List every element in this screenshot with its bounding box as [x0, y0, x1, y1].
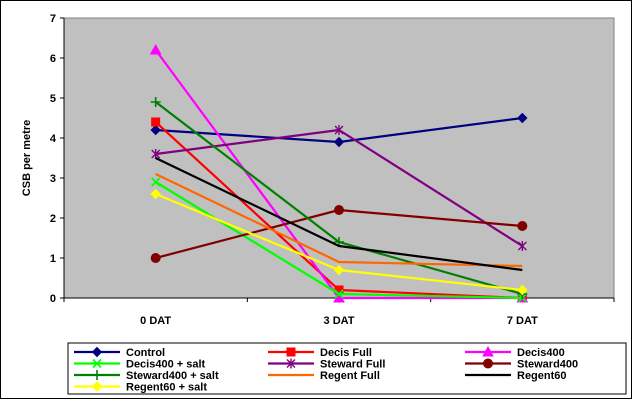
x-tick-label: 7 DAT	[507, 315, 538, 327]
series-regent60-salt	[150, 188, 528, 296]
legend-swatch-marker	[91, 381, 103, 392]
y-tick-label: 6	[50, 53, 56, 65]
legend-swatch-marker	[92, 370, 102, 380]
data-point-control	[517, 112, 528, 124]
y-tick-label: 7	[50, 13, 56, 25]
x-tick-label: 3 DAT	[324, 315, 355, 327]
legend-swatch-marker	[482, 345, 494, 357]
legend-label: Regent60	[517, 370, 567, 382]
legend-label: Steward Full	[320, 359, 385, 371]
y-tick-label: 5	[50, 93, 56, 105]
legend-item-steward-full: Steward Full	[268, 358, 385, 371]
legend-swatch-marker	[286, 358, 296, 369]
legend-item-decis400: Decis400	[465, 345, 565, 359]
data-point-steward-full	[517, 241, 527, 251]
x-tick-label: 0 DAT	[140, 315, 171, 327]
plot-area	[63, 17, 615, 299]
series-regent60	[155, 157, 523, 272]
data-point-steward-full	[334, 125, 344, 135]
y-tick-label: 1	[50, 253, 56, 265]
data-point-steward400	[334, 205, 344, 215]
legend-label: Decis Full	[320, 347, 372, 359]
y-tick-label: 3	[50, 173, 56, 185]
legend: Control Decis Full Decis400 Decis400 + salt…	[67, 342, 627, 395]
legend-item-decis400-salt: Decis400 + salt	[74, 359, 206, 371]
legend-label: Steward400 + salt	[126, 370, 219, 382]
legend-label: Decis400	[517, 347, 565, 359]
series-line-regent60	[155, 157, 523, 272]
legend-label: Control	[126, 347, 165, 359]
data-point-regent60-salt	[333, 264, 345, 276]
y-tick-label: 2	[50, 213, 56, 225]
data-point-regent60-salt	[517, 284, 528, 296]
legend-label: Decis400 + salt	[126, 359, 206, 371]
data-point-regent60-salt	[150, 188, 161, 200]
series-steward-full	[151, 125, 527, 251]
y-tick-label: 0	[50, 293, 56, 305]
data-point-steward400	[150, 253, 161, 263]
legend-item-regent60-salt: Regent60 + salt	[74, 381, 207, 394]
legend-label: Regent60 + salt	[126, 382, 207, 394]
data-point-decis400	[149, 43, 162, 55]
legend-box	[67, 342, 627, 395]
series-regent-full	[155, 173, 523, 268]
legend-swatch-marker	[92, 358, 102, 369]
data-point-steward-full	[151, 149, 161, 159]
series-group	[149, 43, 529, 303]
legend-item-steward400: Steward400	[465, 358, 578, 371]
y-axis: 0 1 2 3 4 5 6 7	[50, 13, 65, 305]
data-point-steward400-salt	[150, 97, 161, 107]
series-steward400	[150, 205, 528, 263]
data-point-decis400-salt	[334, 289, 344, 299]
data-point-decis-full	[151, 117, 161, 127]
legend-swatch-marker	[286, 347, 296, 357]
y-axis-title: CSB per metre	[21, 120, 33, 196]
y-tick-label: 4	[50, 133, 57, 145]
legend-swatch-marker	[483, 358, 493, 369]
series-line-regent-full	[155, 173, 523, 268]
legend-item-decis-full: Decis Full	[268, 347, 372, 359]
legend-item-regent60: Regent60	[465, 370, 567, 382]
legend-item-control: Control	[74, 346, 165, 359]
data-point-control	[150, 124, 161, 136]
data-point-steward400	[517, 221, 528, 231]
legend-label: Regent Full	[320, 370, 380, 382]
data-point-decis400-salt	[151, 177, 161, 187]
legend-item-regent-full: Regent Full	[268, 370, 380, 382]
data-point-control	[333, 136, 345, 148]
legend-label: Steward400	[517, 359, 578, 371]
legend-item-steward400-salt: Steward400 + salt	[74, 370, 219, 382]
legend-swatch-marker	[91, 346, 103, 358]
